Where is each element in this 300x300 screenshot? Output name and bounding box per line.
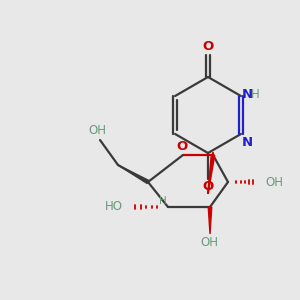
Text: O: O: [202, 181, 214, 194]
Text: OH: OH: [265, 176, 283, 188]
Polygon shape: [208, 155, 215, 194]
Text: HO: HO: [105, 200, 123, 214]
Polygon shape: [208, 207, 212, 234]
Text: H: H: [159, 196, 167, 206]
Polygon shape: [118, 165, 149, 184]
Text: O: O: [176, 140, 188, 154]
Text: H: H: [251, 88, 260, 101]
Text: N: N: [242, 136, 253, 149]
Text: O: O: [202, 40, 214, 52]
Text: OH: OH: [200, 236, 218, 250]
Text: OH: OH: [88, 124, 106, 137]
Text: N: N: [242, 88, 253, 101]
